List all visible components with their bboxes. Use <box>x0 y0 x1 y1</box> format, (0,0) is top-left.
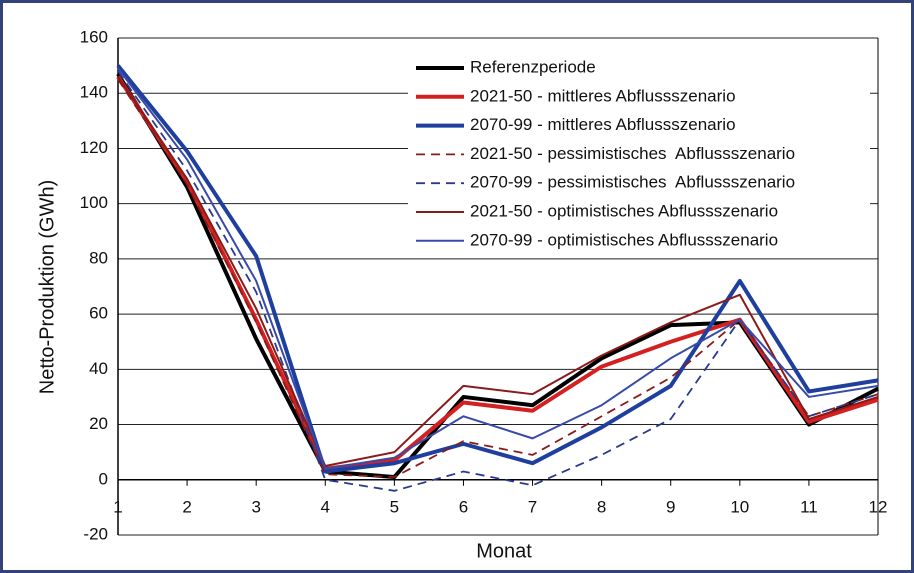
legend-label: Referenzperiode <box>470 57 596 76</box>
x-tick-label: 11 <box>800 497 818 516</box>
x-tick-label: 4 <box>321 497 330 516</box>
x-tick-label: 3 <box>251 497 260 516</box>
legend-label: 2021-50 - pessimistisches Abflussszenari… <box>470 144 795 163</box>
x-tick-label: 6 <box>459 497 468 516</box>
series-line <box>117 76 879 467</box>
y-axis-label: Netto-Produktion (GWh) <box>36 180 58 395</box>
y-tick-label: 60 <box>89 304 108 323</box>
x-tick-label: 5 <box>390 497 399 516</box>
x-tick-label: 2 <box>182 497 191 516</box>
legend-label: 2070-99 - pessimistisches Abflussszenari… <box>470 173 795 192</box>
legend-label: 2070-99 - mittleres Abflussszenario <box>470 115 736 134</box>
x-axis-label: Monat <box>476 540 532 562</box>
legend-label: 2021-50 - mittleres Abflussszenario <box>470 86 736 105</box>
y-tick-label: 80 <box>89 248 108 267</box>
legend-label: 2070-99 - optimistisches Abflussszenario <box>470 230 778 249</box>
x-tick-label: 12 <box>869 497 888 516</box>
x-tick-label: 8 <box>597 497 606 516</box>
series-line <box>117 70 879 492</box>
x-tick-label: 7 <box>528 497 537 516</box>
y-tick-label: 0 <box>99 469 108 488</box>
y-tick-label: 140 <box>80 83 108 102</box>
x-tick-label: 9 <box>666 497 675 516</box>
y-tick-label: 20 <box>89 414 108 433</box>
x-tick-label: 10 <box>730 497 749 516</box>
series-line <box>116 64 879 474</box>
legend-box <box>408 52 870 258</box>
y-tick-label: -20 <box>83 524 108 543</box>
y-tick-label: 100 <box>80 193 108 212</box>
y-tick-label: 160 <box>80 27 108 46</box>
y-tick-label: 40 <box>89 359 108 378</box>
series-line <box>117 67 879 470</box>
y-tick-label: 120 <box>80 138 108 157</box>
legend-label: 2021-50 - optimistisches Abflussszenario <box>470 201 778 220</box>
x-tick-label: 1 <box>113 497 122 516</box>
